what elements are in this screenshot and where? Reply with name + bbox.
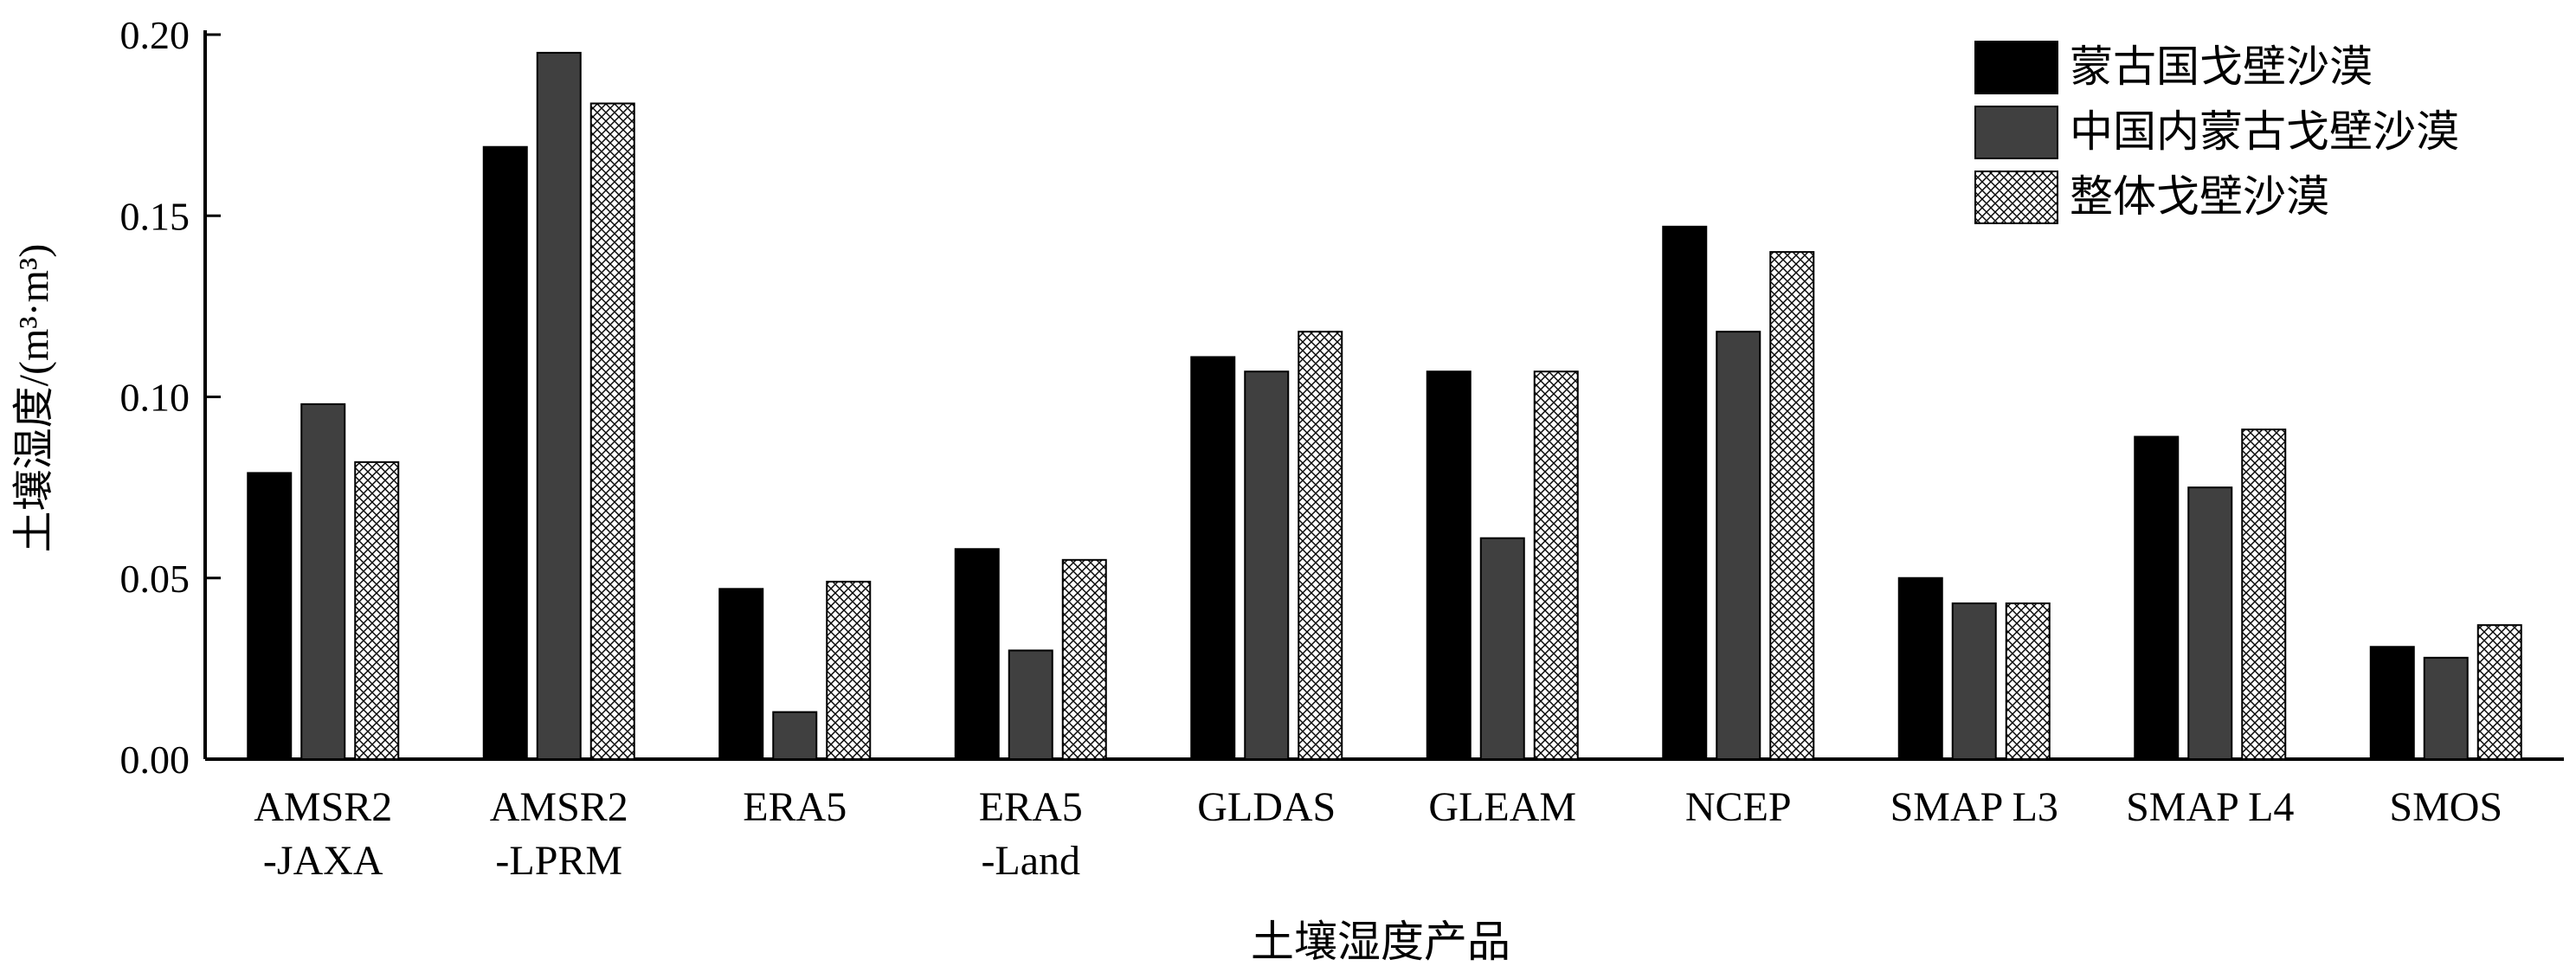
y-tick-label-1: 0.05: [120, 557, 190, 601]
legend-swatch-3: [1974, 171, 2058, 224]
y-tick-label-0: 0.00: [120, 737, 190, 782]
legend-label-1: 蒙古国戈壁沙漠: [2070, 42, 2373, 91]
bar-1-series-1: [247, 472, 293, 760]
x-tick-label-1-line-1: AMSR2: [254, 784, 392, 830]
x-axis-label: 土壤湿度产品: [1251, 918, 1510, 966]
x-tick-label-4-line-1: ERA5: [979, 784, 1083, 830]
bar-1-series-3: [354, 461, 400, 761]
y-tick-label-4: 0.20: [120, 13, 190, 57]
bar-8-series-3: [2005, 602, 2051, 760]
bar-9-series-1: [2134, 435, 2180, 760]
bar-3-series-1: [718, 588, 764, 760]
x-tick-label-7-line-1: NCEP: [1685, 784, 1792, 830]
legend-swatch-1: [1974, 41, 2058, 94]
bar-3-series-3: [826, 580, 872, 760]
bar-2-series-3: [589, 102, 635, 760]
bar-6-series-2: [1479, 537, 1525, 761]
y-axis-label: 土壤湿度/(m³·m³): [11, 244, 57, 553]
bar-10-series-1: [2369, 646, 2415, 761]
bar-7-series-3: [1769, 251, 1815, 761]
bar-2-series-2: [536, 51, 582, 761]
bar-5-series-3: [1298, 331, 1343, 760]
legend-label-2: 中国内蒙古戈壁沙漠: [2070, 107, 2459, 156]
bar-6-series-1: [1426, 370, 1472, 760]
bar-9-series-2: [2187, 486, 2233, 760]
legend-label-3: 整体戈壁沙漠: [2070, 172, 2329, 221]
y-tick-label-3: 0.15: [120, 194, 190, 238]
bar-3-series-2: [772, 711, 818, 760]
x-tick-label-10-line-1: SMOS: [2389, 784, 2502, 830]
x-tick-label-2-line-2: -LPRM: [495, 838, 622, 884]
legend-swatch-2: [1974, 106, 2058, 159]
bar-5-series-2: [1244, 370, 1290, 760]
bar-7-series-1: [1662, 225, 1708, 760]
x-tick-label-9-line-1: SMAP L4: [2126, 784, 2294, 830]
x-tick-label-1-line-2: -JAXA: [263, 838, 383, 884]
bar-2-series-1: [482, 145, 528, 761]
x-tick-label-4-line-2: -Land: [981, 838, 1080, 884]
bar-4-series-2: [1008, 649, 1053, 761]
bar-4-series-3: [1061, 558, 1107, 761]
bar-10-series-2: [2423, 656, 2469, 761]
x-tick-label-8-line-1: SMAP L3: [1890, 784, 2058, 830]
bar-8-series-1: [1897, 576, 1943, 760]
x-tick-label-6-line-1: GLEAM: [1428, 784, 1576, 830]
bar-9-series-3: [2241, 428, 2287, 760]
x-tick-label-3-line-1: ERA5: [743, 784, 847, 830]
bar-10-series-3: [2476, 624, 2522, 761]
bar-7-series-2: [1716, 331, 1761, 760]
bar-8-series-2: [1951, 602, 1997, 760]
bar-5-series-1: [1190, 356, 1236, 760]
x-tick-label-2-line-1: AMSR2: [490, 784, 628, 830]
bar-4-series-1: [954, 548, 1000, 761]
bar-1-series-2: [300, 403, 346, 760]
y-tick-label-2: 0.10: [120, 376, 190, 420]
x-tick-label-5-line-1: GLDAS: [1197, 784, 1336, 830]
bar-6-series-3: [1533, 370, 1579, 760]
